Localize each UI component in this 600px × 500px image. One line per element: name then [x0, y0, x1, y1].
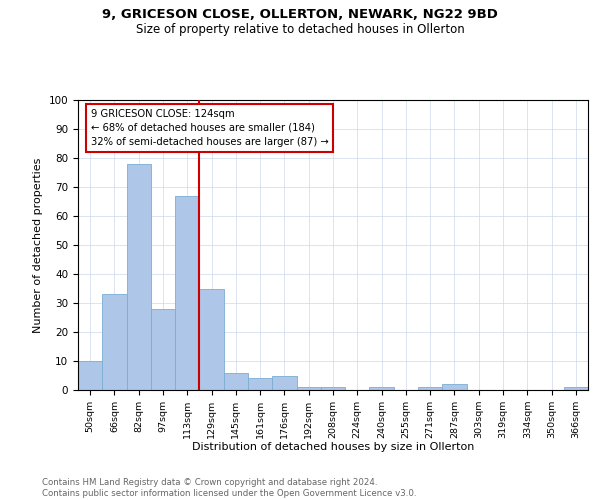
Bar: [418, 387, 442, 390]
Text: 9, GRICESON CLOSE, OLLERTON, NEWARK, NG22 9BD: 9, GRICESON CLOSE, OLLERTON, NEWARK, NG2…: [102, 8, 498, 20]
Bar: [151, 309, 175, 390]
Bar: [564, 387, 588, 390]
Bar: [78, 361, 102, 390]
Bar: [175, 196, 199, 390]
Text: Size of property relative to detached houses in Ollerton: Size of property relative to detached ho…: [136, 22, 464, 36]
Bar: [321, 387, 345, 390]
Bar: [370, 387, 394, 390]
Bar: [296, 387, 321, 390]
Bar: [442, 384, 467, 390]
Bar: [127, 164, 151, 390]
Bar: [224, 372, 248, 390]
Bar: [102, 294, 127, 390]
Bar: [199, 288, 224, 390]
Y-axis label: Number of detached properties: Number of detached properties: [33, 158, 43, 332]
Text: 9 GRICESON CLOSE: 124sqm
← 68% of detached houses are smaller (184)
32% of semi-: 9 GRICESON CLOSE: 124sqm ← 68% of detach…: [91, 108, 328, 146]
Bar: [248, 378, 272, 390]
Bar: [272, 376, 296, 390]
Text: Distribution of detached houses by size in Ollerton: Distribution of detached houses by size …: [192, 442, 474, 452]
Text: Contains HM Land Registry data © Crown copyright and database right 2024.
Contai: Contains HM Land Registry data © Crown c…: [42, 478, 416, 498]
